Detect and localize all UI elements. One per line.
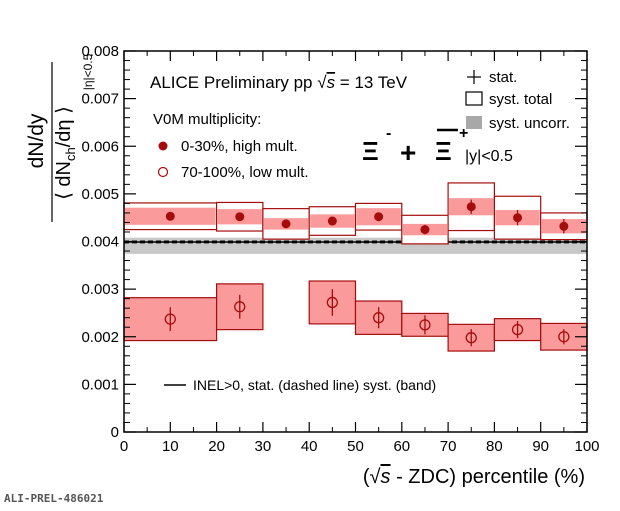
point-low-mult-5 — [465, 332, 477, 344]
chart: 0 10 20 30 40 50 60 70 80 90 100 0 0.001 0.002 0.003 0.… — [25, 43, 600, 488]
y-tick-label-2: 0.002 — [81, 329, 119, 346]
svg-text:|η|<0.5: |η|<0.5 — [81, 53, 95, 90]
y-tick-label-4: 0.004 — [81, 234, 119, 251]
point-high-mult-1 — [235, 212, 245, 222]
y-tick-label-1: 0.001 — [81, 376, 119, 393]
point-high-mult-8 — [559, 221, 569, 231]
svg-text:+: + — [400, 137, 416, 168]
inel-syst-band — [124, 237, 587, 254]
x-tick-label-10: 100 — [574, 438, 599, 455]
point-high-mult-0 — [165, 211, 175, 221]
point-high-mult-3 — [327, 216, 337, 226]
point-low-mult-6 — [511, 323, 524, 336]
axis-ticks: 0 10 20 30 40 50 60 70 80 90 100 0 0.001 0.002 0.003 0.… — [81, 43, 599, 455]
point-low-mult-1 — [234, 301, 246, 313]
point-high-mult-5 — [420, 225, 430, 235]
x-tick-label-9: 90 — [532, 438, 549, 455]
y-tick-label-3: 0.003 — [81, 281, 119, 298]
y-tick-label-0: 0 — [111, 424, 119, 441]
figure-reference: ALI-PREL-486021 — [4, 492, 104, 505]
svg-text:+: + — [459, 125, 468, 142]
syst-box-low-mult-3 — [354, 300, 403, 335]
point-low-mult-7 — [558, 331, 570, 343]
inel-legend-label: INEL>0, stat. (dashed line) syst. (band) — [193, 377, 436, 393]
x-tick-label-8: 80 — [486, 438, 503, 455]
legend-header: V0M multiplicity: — [153, 111, 261, 128]
point-high-mult-6 — [466, 202, 476, 212]
inel-reference-band — [124, 237, 587, 254]
uncertainty-legend: stat. syst. total syst. uncorr. — [465, 69, 570, 132]
rapidity-label: |y|<0.5 — [465, 148, 513, 165]
point-low-mult-0 — [164, 313, 176, 325]
y-tick-label-8: 0.008 — [81, 43, 119, 60]
y-tick-label-7: 0.007 — [81, 91, 119, 108]
x-tick-label-6: 60 — [393, 438, 410, 455]
legend-syst-uncorr: syst. uncorr. — [489, 115, 570, 132]
legend-marker-high-mult — [158, 141, 168, 151]
x-tick-label-3: 30 — [255, 438, 272, 455]
legend-label-low-mult: 70-100%, low mult. — [181, 164, 309, 181]
point-high-mult-4 — [374, 212, 384, 222]
y-tick-label-6: 0.006 — [81, 138, 119, 155]
x-tick-label-0: 0 — [120, 438, 128, 455]
chart-title: ALICE Preliminary pp √s = 13 TeV — [150, 73, 408, 92]
legend-marker-low-mult — [157, 166, 169, 178]
point-high-mult-7 — [513, 213, 523, 223]
particle-label: Ξ - + Ξ + — [362, 125, 468, 168]
data-markers — [164, 202, 570, 344]
point-low-mult-3 — [372, 312, 385, 324]
x-tick-label-7: 70 — [440, 438, 457, 455]
legend-syst-total: syst. total — [489, 91, 552, 108]
svg-text:dN/dy: dN/dy — [25, 113, 48, 168]
x-axis-label: (√s - ZDC) percentile (%) — [363, 466, 585, 488]
svg-text:⟨ dNch/dη ⟩: ⟨ dNch/dη ⟩ — [53, 106, 78, 200]
x-tick-label-1: 10 — [162, 438, 179, 455]
x-tick-label-5: 50 — [347, 438, 364, 455]
y-axis-label: dN/dy ⟨ dNch/dη ⟩ |η|<0.5 — [25, 53, 95, 222]
x-tick-label-2: 20 — [208, 438, 225, 455]
legend-label-high-mult: 0-30%, high mult. — [181, 138, 298, 155]
svg-text:Ξ: Ξ — [435, 136, 452, 166]
x-tick-label-4: 40 — [301, 438, 318, 455]
point-low-mult-2 — [326, 296, 339, 309]
point-low-mult-4 — [419, 319, 431, 331]
svg-text:Ξ: Ξ — [362, 136, 379, 166]
point-high-mult-2 — [281, 219, 291, 229]
y-tick-label-5: 0.005 — [81, 186, 119, 203]
svg-text:-: - — [386, 125, 391, 142]
legend-stat: stat. — [489, 69, 517, 86]
